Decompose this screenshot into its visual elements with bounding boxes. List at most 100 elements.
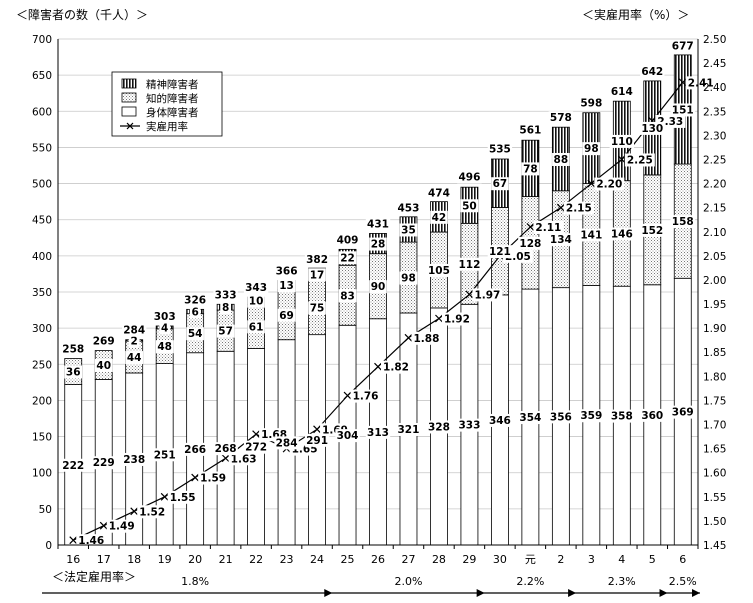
rate-marker — [404, 333, 413, 342]
legend-label: 知的障害者 — [146, 92, 199, 105]
y-right-tick-label: 2.20 — [703, 179, 726, 191]
y-right-tick-label: 1.70 — [703, 420, 726, 432]
statutory-rate-period-label: 2.5% — [668, 575, 697, 588]
mental-value-label: 50 — [462, 200, 477, 212]
period-boundary-arrowhead — [659, 589, 668, 597]
legend-swatch — [121, 92, 137, 103]
rate-marker — [587, 179, 596, 188]
x-tick-label: 4 — [618, 553, 625, 566]
label-background — [582, 142, 601, 156]
y-left-tick-label: 150 — [32, 432, 52, 444]
physical-value-label: 369 — [672, 407, 694, 419]
mental-value-label: 35 — [401, 224, 416, 236]
physical-value-label: 328 — [428, 421, 450, 433]
rate-marker — [526, 223, 535, 231]
label-background — [128, 334, 140, 348]
rate-value-label: 2.25 — [627, 154, 653, 166]
label-background — [121, 452, 147, 466]
label-background — [189, 305, 201, 319]
label-background — [640, 223, 665, 237]
y-left-tick-label: 600 — [32, 106, 52, 118]
label-background — [159, 321, 171, 335]
label-background — [457, 257, 482, 271]
label-background — [411, 331, 442, 345]
intellectual-value-label: 121 — [489, 246, 511, 258]
total-value-label: 269 — [93, 336, 115, 348]
label-background — [518, 411, 543, 425]
label-background — [521, 162, 540, 176]
label-background — [487, 245, 513, 259]
label-background — [152, 448, 177, 462]
label-background — [399, 223, 418, 237]
label-background — [91, 456, 116, 470]
total-value-label: 284 — [123, 325, 145, 337]
intellectual-value-label: 112 — [458, 259, 480, 271]
label-background — [350, 389, 381, 403]
y-left-tick-label: 650 — [32, 70, 52, 82]
label-background — [308, 268, 326, 282]
y-right-tick-label: 1.65 — [703, 444, 726, 456]
label-background — [640, 408, 665, 422]
physical-value-label: 333 — [458, 420, 480, 432]
label-background — [106, 519, 137, 533]
mental-value-label: 6 — [191, 307, 198, 319]
y-left-tick-label: 350 — [32, 287, 52, 299]
label-background — [277, 279, 296, 293]
intellectual-value-label: 146 — [611, 228, 633, 240]
y-right-tick-label: 2.25 — [703, 154, 726, 166]
label-background — [243, 281, 269, 295]
label-background — [61, 458, 86, 472]
y-left-tick-label: 450 — [32, 215, 52, 227]
label-background — [670, 103, 695, 117]
physical-value-label: 251 — [154, 449, 176, 461]
rate-marker — [252, 430, 261, 439]
label-background — [426, 186, 452, 200]
legend-label: 実雇用率 — [146, 120, 188, 133]
rate-value-label: 1.92 — [444, 314, 470, 326]
total-value-label: 409 — [337, 234, 359, 246]
total-value-label: 333 — [215, 289, 237, 301]
y-right-tick-label: 2.10 — [703, 227, 726, 239]
intellectual-value-label: 44 — [127, 352, 142, 364]
period-boundary-arrowhead — [476, 589, 485, 597]
x-tick-label: 28 — [432, 553, 446, 566]
total-value-label: 366 — [276, 265, 298, 277]
label-background — [274, 264, 299, 278]
label-background — [609, 227, 635, 241]
label-background — [399, 271, 418, 285]
physical-value-label: 358 — [611, 411, 633, 423]
physical-value-label: 354 — [519, 412, 541, 424]
statutory-rate-period-label: 2.2% — [516, 575, 545, 588]
label-background — [460, 199, 479, 213]
left-axis-title: ＜障害者の数（千人）＞ — [16, 8, 149, 22]
rate-marker — [435, 314, 443, 323]
label-background — [548, 111, 574, 125]
y-left-tick-label: 50 — [39, 504, 52, 516]
total-value-label: 614 — [611, 86, 633, 98]
label-background — [670, 215, 695, 229]
label-background — [441, 312, 472, 326]
right-axis-title: ＜実雇用率（%）＞ — [582, 8, 690, 22]
rate-value-label: 1.76 — [353, 391, 379, 403]
x-tick-label: 2 — [557, 553, 564, 566]
y-right-tick-label: 2.50 — [703, 34, 726, 46]
label-background — [579, 409, 604, 423]
intellectual-value-label: 54 — [188, 328, 203, 340]
label-background — [396, 201, 421, 215]
y-left-tick-label: 550 — [32, 142, 52, 154]
total-value-label: 578 — [550, 112, 572, 124]
label-background — [247, 294, 265, 308]
label-background — [426, 420, 452, 434]
physical-value-label: 268 — [215, 443, 237, 455]
y-right-tick-label: 1.80 — [703, 371, 726, 383]
y-right-tick-label: 2.35 — [703, 106, 726, 118]
rate-marker — [374, 362, 382, 371]
mental-value-label: 151 — [672, 104, 694, 116]
legend-swatch — [121, 106, 137, 117]
intellectual-value-label: 75 — [310, 303, 325, 315]
label-background — [624, 153, 655, 167]
label-background — [198, 471, 229, 485]
label-background — [61, 342, 86, 356]
y-right-tick-label: 2.30 — [703, 130, 726, 142]
